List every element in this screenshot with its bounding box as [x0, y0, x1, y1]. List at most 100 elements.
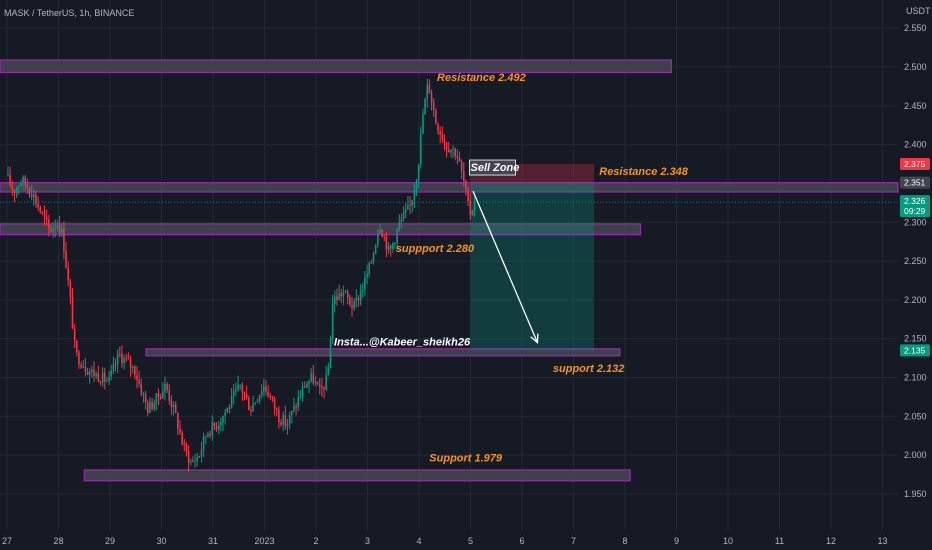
time-tick-label: 28	[53, 536, 63, 546]
candle-body	[146, 402, 149, 413]
candle-body	[454, 148, 456, 157]
candle-body	[275, 408, 278, 410]
arrow-head[interactable]	[530, 333, 539, 344]
candle-body	[278, 409, 280, 423]
candle-body	[26, 184, 29, 189]
candle-body	[426, 84, 429, 99]
candle-body	[469, 201, 472, 215]
time-axis[interactable]: 27 28 29 30 31 2023 2 3 4 5 6 7 8 9 10 11 12 13	[2, 536, 888, 546]
annotation-label: support 2.132	[553, 363, 625, 375]
candle-body	[9, 175, 11, 186]
time-tick-label: 5	[468, 536, 473, 546]
candle-body	[230, 395, 233, 408]
candle-body	[60, 228, 63, 234]
candle-body	[179, 428, 181, 433]
candle-body	[402, 212, 405, 219]
candle-body	[389, 245, 392, 249]
candle-body	[291, 410, 293, 415]
candle-body	[445, 142, 448, 150]
candle-body	[428, 84, 431, 94]
time-tick-label: 12	[826, 536, 836, 546]
candle-body	[334, 296, 336, 304]
candle-body	[140, 383, 143, 395]
candle-body	[471, 210, 474, 215]
candle-body	[432, 102, 435, 111]
candle-body	[377, 232, 379, 246]
candle-body	[69, 280, 72, 298]
candle-body	[374, 245, 377, 254]
candle-body	[413, 188, 416, 200]
candle-body	[387, 245, 390, 250]
candle-body	[71, 297, 74, 329]
candle-body	[43, 213, 46, 218]
candle-body	[260, 391, 263, 395]
time-tick-label: 9	[674, 536, 679, 546]
candle-body	[159, 397, 162, 399]
candle-body	[338, 293, 340, 300]
time-tick-label: 29	[105, 536, 115, 546]
candle-body	[351, 304, 353, 309]
candle-body	[45, 217, 48, 220]
annotations: Resistance 2.492 Resistance 2.348 suppport…	[334, 72, 689, 464]
zone-support-2280	[0, 223, 642, 236]
candle-body	[271, 396, 274, 399]
candle-body	[209, 433, 211, 436]
candle-body	[217, 425, 220, 430]
candle-body	[187, 451, 190, 463]
candle-body	[288, 414, 291, 424]
trend-arrow[interactable]	[472, 190, 539, 344]
candle-body	[452, 148, 454, 150]
price-tick-label: 2.150	[904, 334, 927, 344]
candle-body	[336, 296, 338, 300]
price-label-box	[900, 158, 930, 171]
short-position-tool[interactable]	[470, 164, 595, 351]
candle-body	[24, 176, 26, 185]
candle-body	[48, 219, 50, 228]
time-tick-label: 30	[156, 536, 166, 546]
candle-body	[224, 412, 226, 416]
candle-body	[243, 392, 246, 395]
candle-body	[177, 412, 179, 429]
price-tick-label: 2.500	[904, 62, 927, 72]
take-profit-area[interactable]	[470, 182, 595, 351]
price-label-box	[900, 195, 930, 218]
candle-body	[226, 407, 229, 413]
candle-body	[181, 432, 183, 445]
candle-body	[323, 387, 325, 390]
zone-support-2132	[145, 348, 621, 357]
candle-body	[151, 401, 153, 409]
candle-body	[450, 149, 452, 153]
candle-body	[422, 114, 424, 134]
candle-body	[467, 189, 469, 202]
candle-body	[321, 386, 323, 388]
arrow-shaft[interactable]	[472, 190, 539, 343]
annotation-label: Support 1.979	[429, 452, 503, 464]
candle-body	[407, 204, 409, 210]
annotation-label: Resistance 2.348	[599, 166, 689, 178]
candle-body	[273, 398, 276, 409]
candle-body	[149, 401, 151, 413]
candle-body	[299, 396, 302, 398]
countdown-label: 09:29	[904, 206, 926, 216]
candle-body	[112, 364, 115, 371]
candle-body	[404, 209, 407, 213]
candle-body	[415, 180, 418, 189]
candle-body	[366, 273, 368, 278]
candle-body	[131, 366, 134, 368]
candle-body	[144, 394, 147, 403]
time-tick-label: 31	[208, 536, 218, 546]
time-tick-label: 11	[775, 536, 784, 546]
candle-body	[183, 444, 186, 446]
candle-body	[114, 364, 117, 366]
candle-body	[101, 372, 104, 384]
price-axis[interactable]: USDT2.5502.5002.4502.4002.3502.3002.2502…	[900, 6, 931, 499]
candle-body	[84, 366, 87, 372]
time-tick-label: 10	[723, 536, 733, 546]
candle-body	[222, 415, 224, 423]
candle-body	[76, 340, 78, 353]
candle-body	[392, 243, 394, 249]
candle-body	[342, 292, 345, 297]
candle-body	[465, 180, 467, 190]
